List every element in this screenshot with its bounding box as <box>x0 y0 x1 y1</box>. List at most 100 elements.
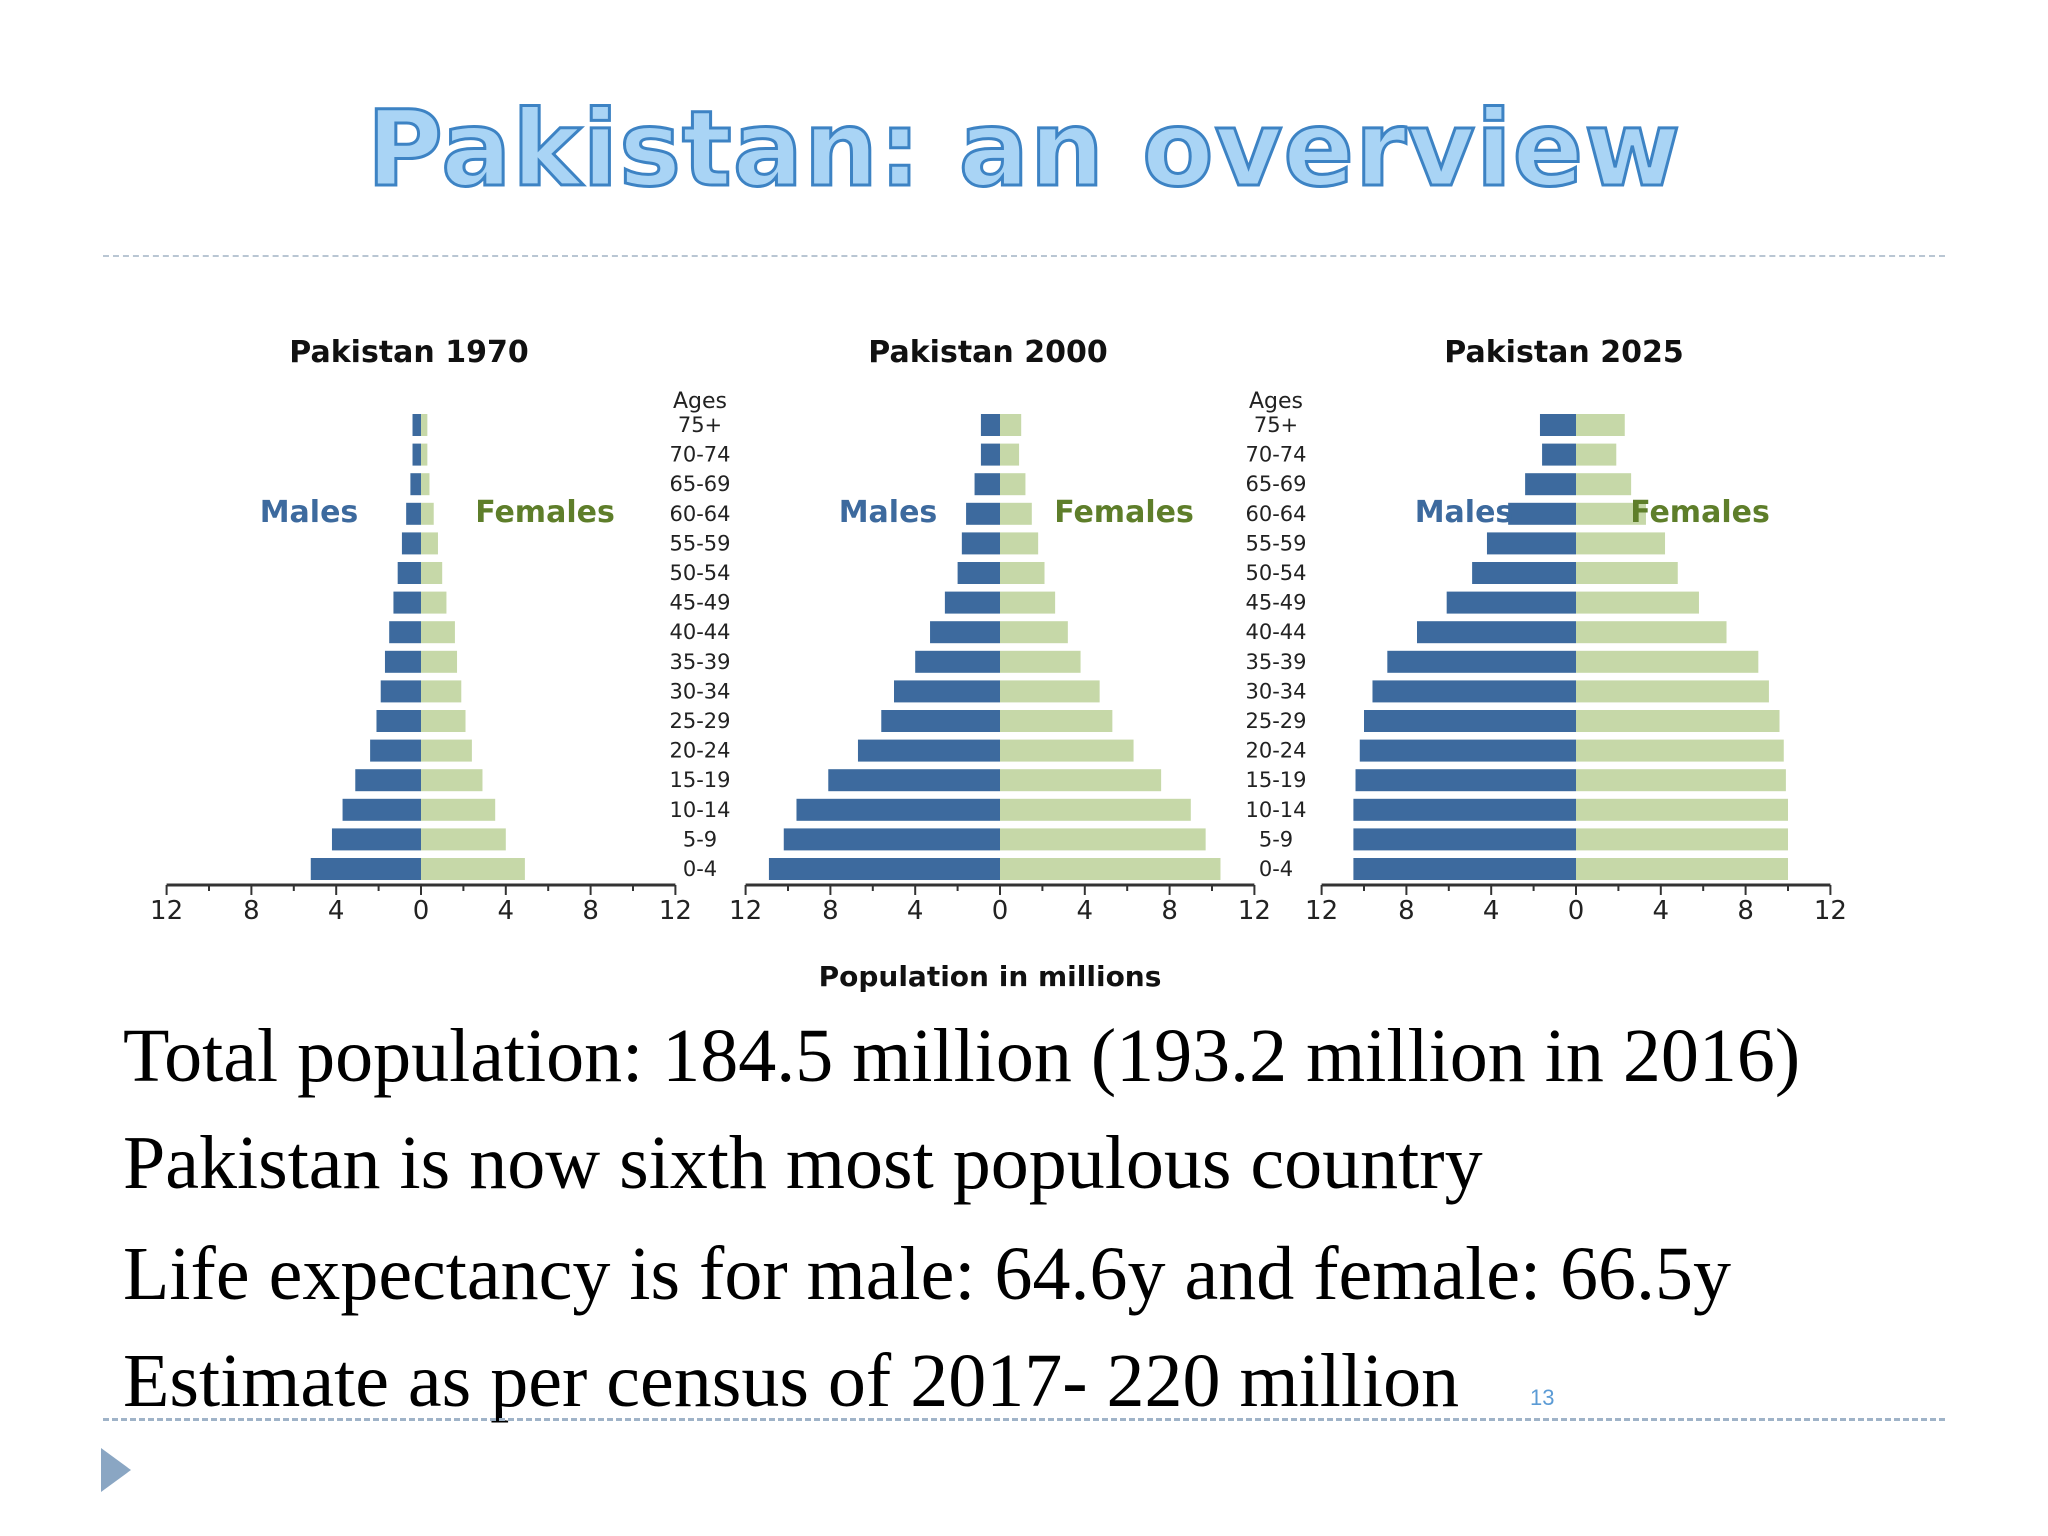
female-bar <box>421 650 458 673</box>
female-bar <box>1576 650 1759 673</box>
age-group-label: 0-4 <box>683 857 717 881</box>
female-bar <box>421 621 455 644</box>
x-tick-label: 4 <box>1077 896 1094 926</box>
female-bar <box>1000 828 1206 851</box>
x-axis-title: Population in millions <box>819 960 1162 993</box>
age-group-label: 25-29 <box>669 709 730 733</box>
female-bar <box>1576 443 1617 466</box>
female-bar <box>1000 473 1026 496</box>
bullet-life-expectancy: Life expectancy is for male: 64.6y and f… <box>123 1232 1732 1316</box>
age-group-label: 30-34 <box>1245 679 1306 703</box>
age-group-label: 75+ <box>678 413 722 437</box>
male-bar <box>1353 828 1576 851</box>
male-bar <box>1353 798 1576 821</box>
female-bar <box>1000 621 1068 644</box>
male-bar <box>980 414 1000 436</box>
age-group-label: 40-44 <box>669 620 730 644</box>
male-bar <box>397 562 421 584</box>
chart-title: Pakistan 2025 <box>1444 335 1683 370</box>
male-bar <box>974 473 1000 496</box>
male-bar <box>961 532 1000 555</box>
male-bar <box>768 858 1000 880</box>
x-tick-label: 8 <box>822 896 839 926</box>
male-bar <box>881 710 1000 732</box>
female-bar <box>421 680 462 703</box>
female-bar <box>421 562 443 584</box>
x-tick-label: 8 <box>582 896 599 926</box>
age-group-label: 10-14 <box>1245 798 1306 822</box>
age-group-label: 65-69 <box>669 472 730 496</box>
female-bar <box>1000 710 1113 732</box>
age-group-label: 45-49 <box>1245 591 1306 615</box>
x-tick-label: 12 <box>729 896 762 926</box>
age-group-label: 20-24 <box>1245 739 1306 763</box>
males-legend-label: Males <box>839 495 938 530</box>
male-bar <box>980 443 1000 466</box>
female-bar <box>1000 591 1056 614</box>
age-group-label: 10-14 <box>669 798 730 822</box>
male-bar <box>380 680 421 703</box>
x-tick-label: 12 <box>150 896 183 926</box>
x-tick-label: 4 <box>907 896 924 926</box>
female-bar <box>1000 562 1045 584</box>
x-tick-label: 4 <box>498 896 515 926</box>
age-group-label: 40-44 <box>1245 620 1306 644</box>
x-tick-label: 8 <box>1737 896 1754 926</box>
male-bar <box>944 591 1000 614</box>
male-bar <box>1525 473 1576 496</box>
female-bar <box>1576 414 1625 436</box>
age-group-label: 45-49 <box>669 591 730 615</box>
x-tick-label: 0 <box>1568 896 1585 926</box>
female-bar <box>1576 591 1699 614</box>
age-group-label: 55-59 <box>1245 531 1306 555</box>
x-tick-label: 4 <box>1653 896 1670 926</box>
male-bar <box>376 710 421 732</box>
female-bar <box>1000 443 1020 466</box>
bullet-populous-rank: Pakistan is now sixth most populous coun… <box>123 1121 1483 1205</box>
female-bar <box>1000 532 1039 555</box>
female-bar <box>421 710 466 732</box>
age-axis-label: Ages <box>673 389 727 414</box>
male-bar <box>1372 680 1576 703</box>
male-bar <box>331 828 421 851</box>
female-bar <box>421 473 430 496</box>
female-bar <box>1000 680 1100 703</box>
age-group-label: 25-29 <box>1245 709 1306 733</box>
male-bar <box>1486 532 1576 555</box>
age-group-label: 75+ <box>1254 413 1298 437</box>
female-bar <box>1000 739 1134 762</box>
age-group-label: 20-24 <box>669 739 730 763</box>
male-bar <box>930 621 1000 644</box>
female-bar <box>421 591 447 614</box>
female-bar <box>1576 680 1769 703</box>
male-bar <box>1542 443 1576 466</box>
population-pyramids: Pakistan 1970 12 8 4 0 4 8 12 Males Females Pakist… <box>150 335 1847 993</box>
age-group-label: 55-59 <box>669 531 730 555</box>
females-legend-label: Females <box>1630 495 1770 530</box>
age-group-label: 30-34 <box>669 679 730 703</box>
next-slide-arrow-icon[interactable] <box>101 1448 131 1492</box>
females-legend-label: Females <box>1054 495 1194 530</box>
male-bar <box>355 769 421 792</box>
female-bar <box>1576 769 1786 792</box>
age-axis-label: Ages <box>1249 389 1303 414</box>
male-bar <box>915 650 1000 673</box>
females-legend-label: Females <box>475 495 615 530</box>
male-bar <box>1508 502 1576 525</box>
female-bar <box>1000 414 1022 436</box>
x-tick-label: 0 <box>413 896 430 926</box>
female-bar <box>1576 739 1784 762</box>
male-bar <box>401 532 421 555</box>
page-number: 13 <box>1530 1385 1555 1410</box>
male-bar <box>370 739 421 762</box>
female-bar <box>421 769 483 792</box>
x-tick-label: 12 <box>1305 896 1338 926</box>
footer-divider <box>103 1418 1945 1421</box>
age-group-label: 50-54 <box>1245 561 1306 585</box>
x-tick-label: 8 <box>1161 896 1178 926</box>
x-tick-label: 8 <box>243 896 260 926</box>
male-bar <box>1472 562 1576 584</box>
female-bar <box>421 828 506 851</box>
bullet-census-estimate: Estimate as per census of 2017- 220 mill… <box>123 1339 1460 1423</box>
male-bar <box>1387 650 1576 673</box>
